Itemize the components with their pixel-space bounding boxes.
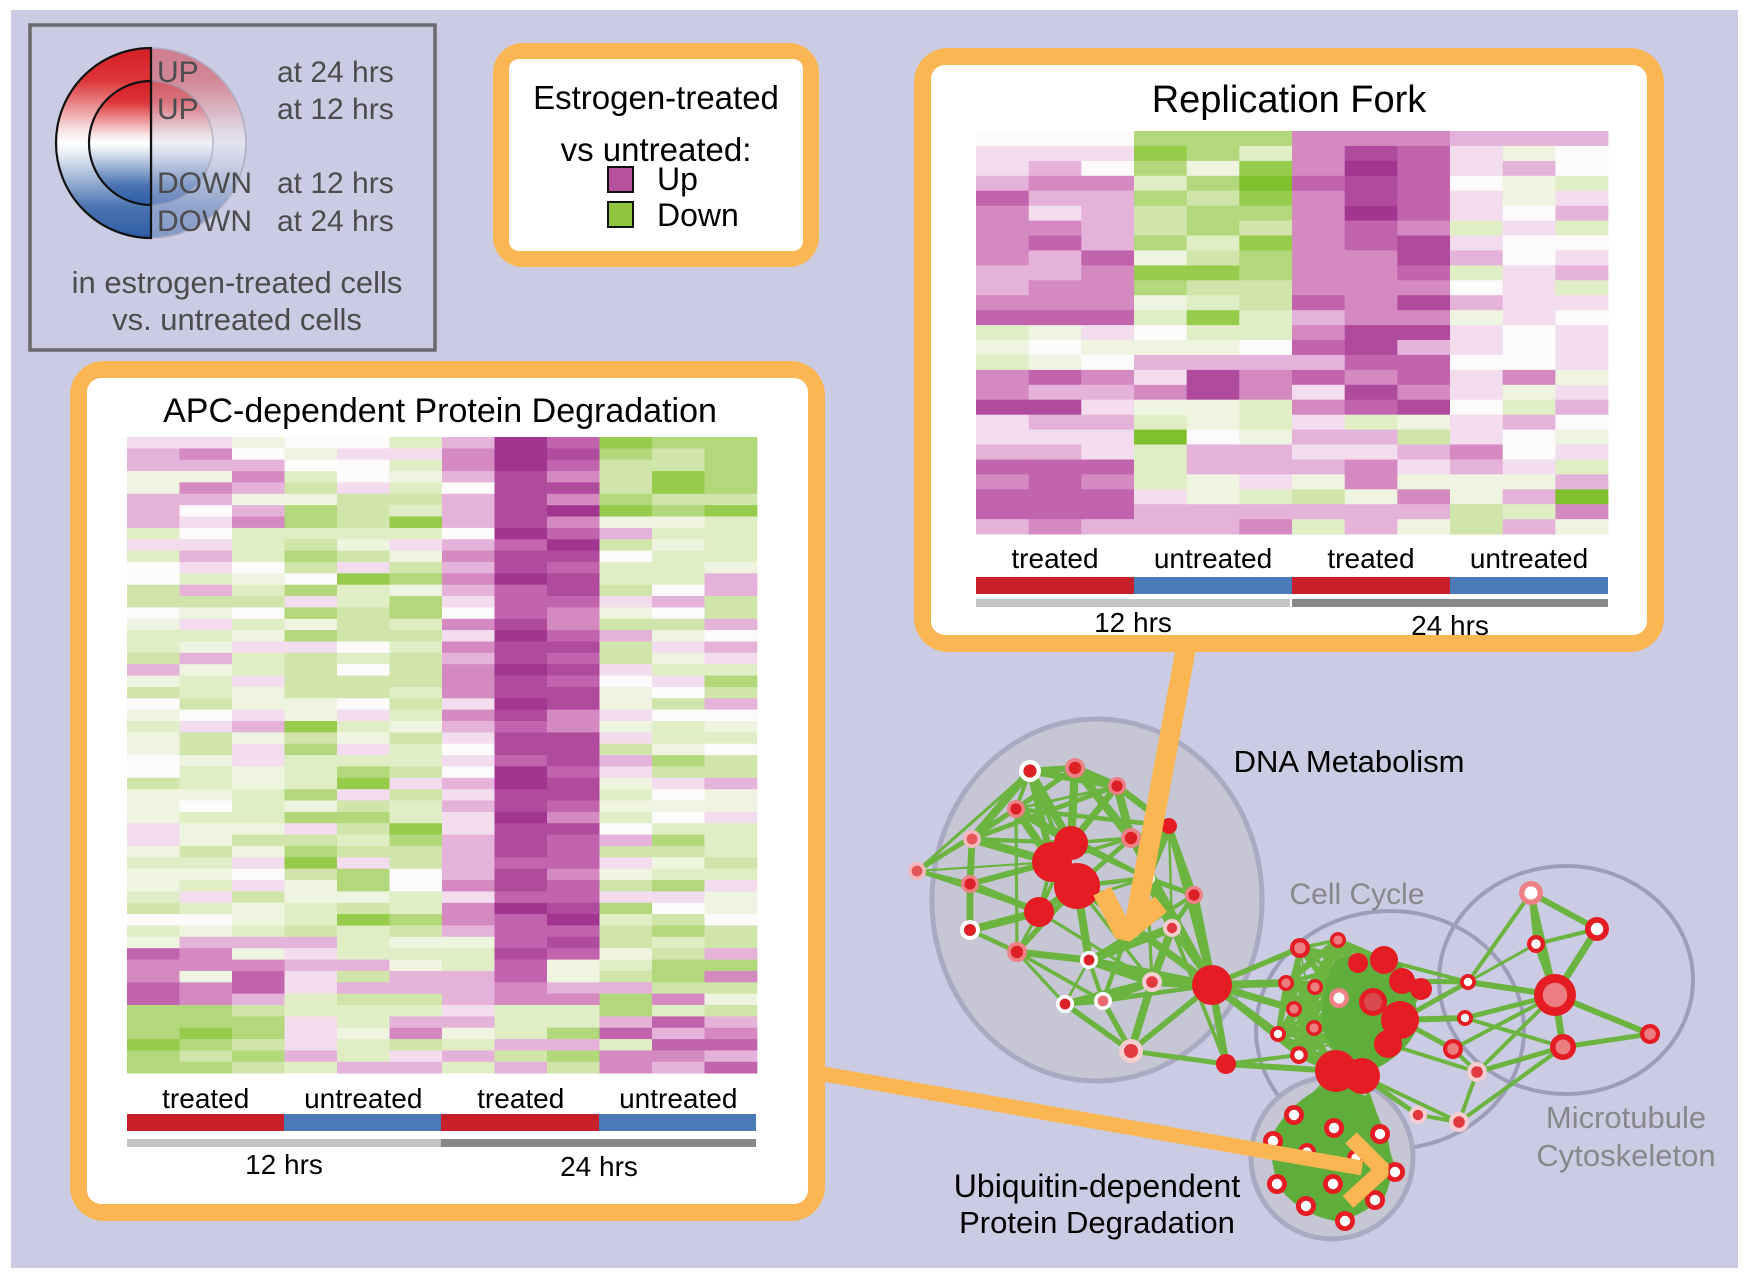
svg-text:at 12 hrs: at 12 hrs bbox=[277, 93, 394, 126]
svg-text:vs untreated:: vs untreated: bbox=[561, 131, 752, 168]
svg-text:untreated: untreated bbox=[619, 1083, 737, 1114]
svg-text:12 hrs: 12 hrs bbox=[245, 1149, 323, 1180]
svg-text:UP: UP bbox=[157, 56, 199, 89]
svg-text:DNA Metabolism: DNA Metabolism bbox=[1234, 744, 1465, 779]
svg-text:12 hrs: 12 hrs bbox=[1094, 607, 1172, 638]
svg-text:Protein Degradation: Protein Degradation bbox=[959, 1205, 1235, 1240]
svg-text:treated: treated bbox=[1011, 543, 1098, 574]
svg-text:untreated: untreated bbox=[1154, 543, 1272, 574]
svg-text:at 12 hrs: at 12 hrs bbox=[277, 167, 394, 200]
svg-text:Microtubule: Microtubule bbox=[1546, 1100, 1706, 1135]
svg-text:24 hrs: 24 hrs bbox=[560, 1151, 638, 1182]
svg-text:Up: Up bbox=[657, 161, 698, 197]
svg-text:treated: treated bbox=[477, 1083, 564, 1114]
svg-text:treated: treated bbox=[1327, 543, 1414, 574]
svg-text:Cytoskeleton: Cytoskeleton bbox=[1536, 1138, 1715, 1173]
svg-text:24 hrs: 24 hrs bbox=[1411, 610, 1489, 641]
svg-text:vs. untreated cells: vs. untreated cells bbox=[112, 302, 362, 337]
svg-text:treated: treated bbox=[162, 1083, 249, 1114]
svg-text:Estrogen-treated: Estrogen-treated bbox=[533, 79, 779, 116]
svg-text:Cell Cycle: Cell Cycle bbox=[1289, 878, 1424, 911]
svg-text:Down: Down bbox=[657, 197, 739, 233]
svg-text:untreated: untreated bbox=[304, 1083, 422, 1114]
svg-text:DOWN: DOWN bbox=[157, 167, 252, 200]
svg-text:APC-dependent Protein Degradat: APC-dependent Protein Degradation bbox=[163, 392, 717, 430]
svg-text:DOWN: DOWN bbox=[157, 205, 252, 238]
svg-text:Replication Fork: Replication Fork bbox=[1152, 79, 1428, 121]
svg-text:UP: UP bbox=[157, 93, 199, 126]
svg-text:at 24 hrs: at 24 hrs bbox=[277, 205, 394, 238]
svg-text:untreated: untreated bbox=[1470, 543, 1588, 574]
svg-text:Ubiquitin-dependent: Ubiquitin-dependent bbox=[954, 1168, 1241, 1204]
svg-text:in estrogen-treated cells: in estrogen-treated cells bbox=[72, 265, 403, 300]
svg-text:at 24 hrs: at 24 hrs bbox=[277, 56, 394, 89]
